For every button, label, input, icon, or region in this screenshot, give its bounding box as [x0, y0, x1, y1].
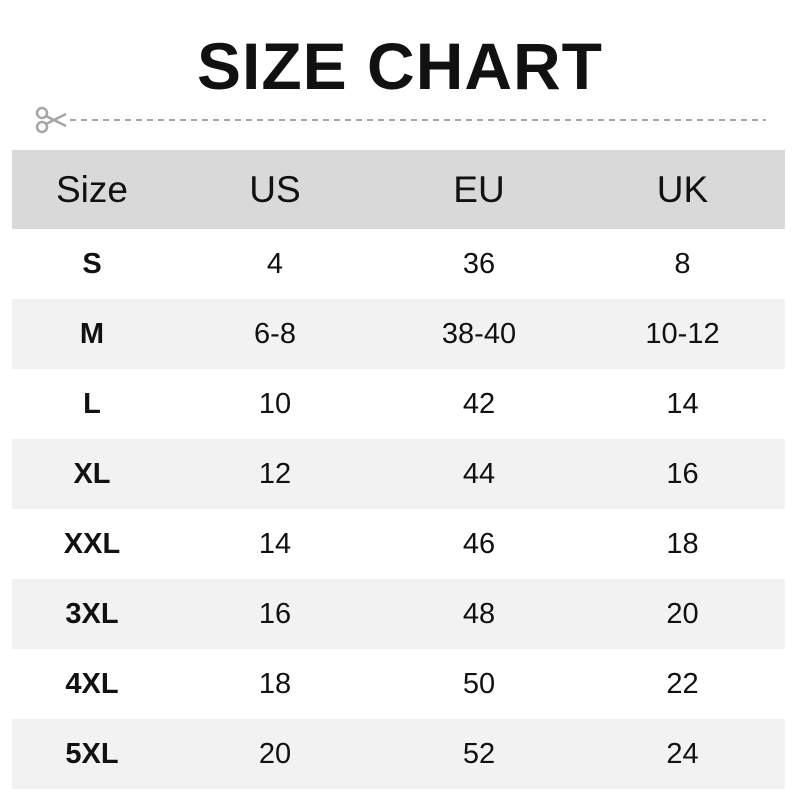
cell-size: 3XL: [65, 597, 119, 630]
cell-uk: 8: [674, 247, 691, 280]
cell-eu: 38-40: [441, 317, 517, 350]
cell-size: L: [83, 387, 101, 420]
cell-eu: 46: [462, 527, 496, 560]
table-header: Size US EU UK: [12, 150, 785, 229]
cell-size: M: [79, 317, 105, 350]
table-row: M 6-8 38-40 10-12: [12, 299, 785, 369]
cut-line: [35, 106, 766, 134]
cell-us: 6-8: [254, 317, 296, 350]
cell-size: 4XL: [65, 667, 119, 700]
header-size: Size: [56, 168, 128, 210]
cell-us: 12: [258, 457, 292, 490]
cell-us: 4: [266, 247, 284, 280]
cell-eu: 52: [462, 737, 496, 770]
table-row: 5XL 20 52 24: [12, 719, 785, 789]
cell-uk: 18: [666, 527, 699, 560]
header-us: US: [249, 168, 301, 210]
table-row: 4XL 18 50 22: [12, 649, 785, 719]
size-table: Size US EU UK S 4 36 8 M 6-8 38-40 10-12 L 10 42 14…: [12, 150, 785, 789]
table-row: L 10 42 14: [12, 369, 785, 439]
cell-eu: 42: [462, 387, 496, 420]
cell-us: 20: [258, 737, 292, 770]
cell-uk: 10-12: [645, 317, 720, 350]
scissors-icon: [35, 106, 67, 134]
cell-us: 16: [258, 597, 292, 630]
cell-size: S: [82, 247, 102, 280]
cell-uk: 14: [666, 387, 699, 420]
cell-size: XXL: [63, 527, 121, 560]
header-eu: EU: [453, 168, 505, 210]
cell-us: 14: [258, 527, 292, 560]
table-row: XL 12 44 16: [12, 439, 785, 509]
cell-eu: 44: [462, 457, 496, 490]
page-title: SIZE CHART: [197, 29, 603, 103]
header-uk: UK: [656, 168, 709, 210]
cell-uk: 16: [666, 457, 699, 490]
table-row: 3XL 16 48 20: [12, 579, 785, 649]
cell-uk: 20: [666, 597, 699, 630]
cell-eu: 48: [462, 597, 496, 630]
cell-us: 18: [258, 667, 292, 700]
cell-uk: 24: [666, 737, 699, 770]
table-row: XXL 14 46 18: [12, 509, 785, 579]
cell-size: 5XL: [65, 737, 119, 770]
cell-us: 10: [258, 387, 292, 420]
cell-size: XL: [73, 457, 111, 490]
cell-eu: 50: [462, 667, 496, 700]
cell-eu: 36: [462, 247, 496, 280]
cell-uk: 22: [666, 667, 699, 700]
table-row: S 4 36 8: [12, 229, 785, 299]
